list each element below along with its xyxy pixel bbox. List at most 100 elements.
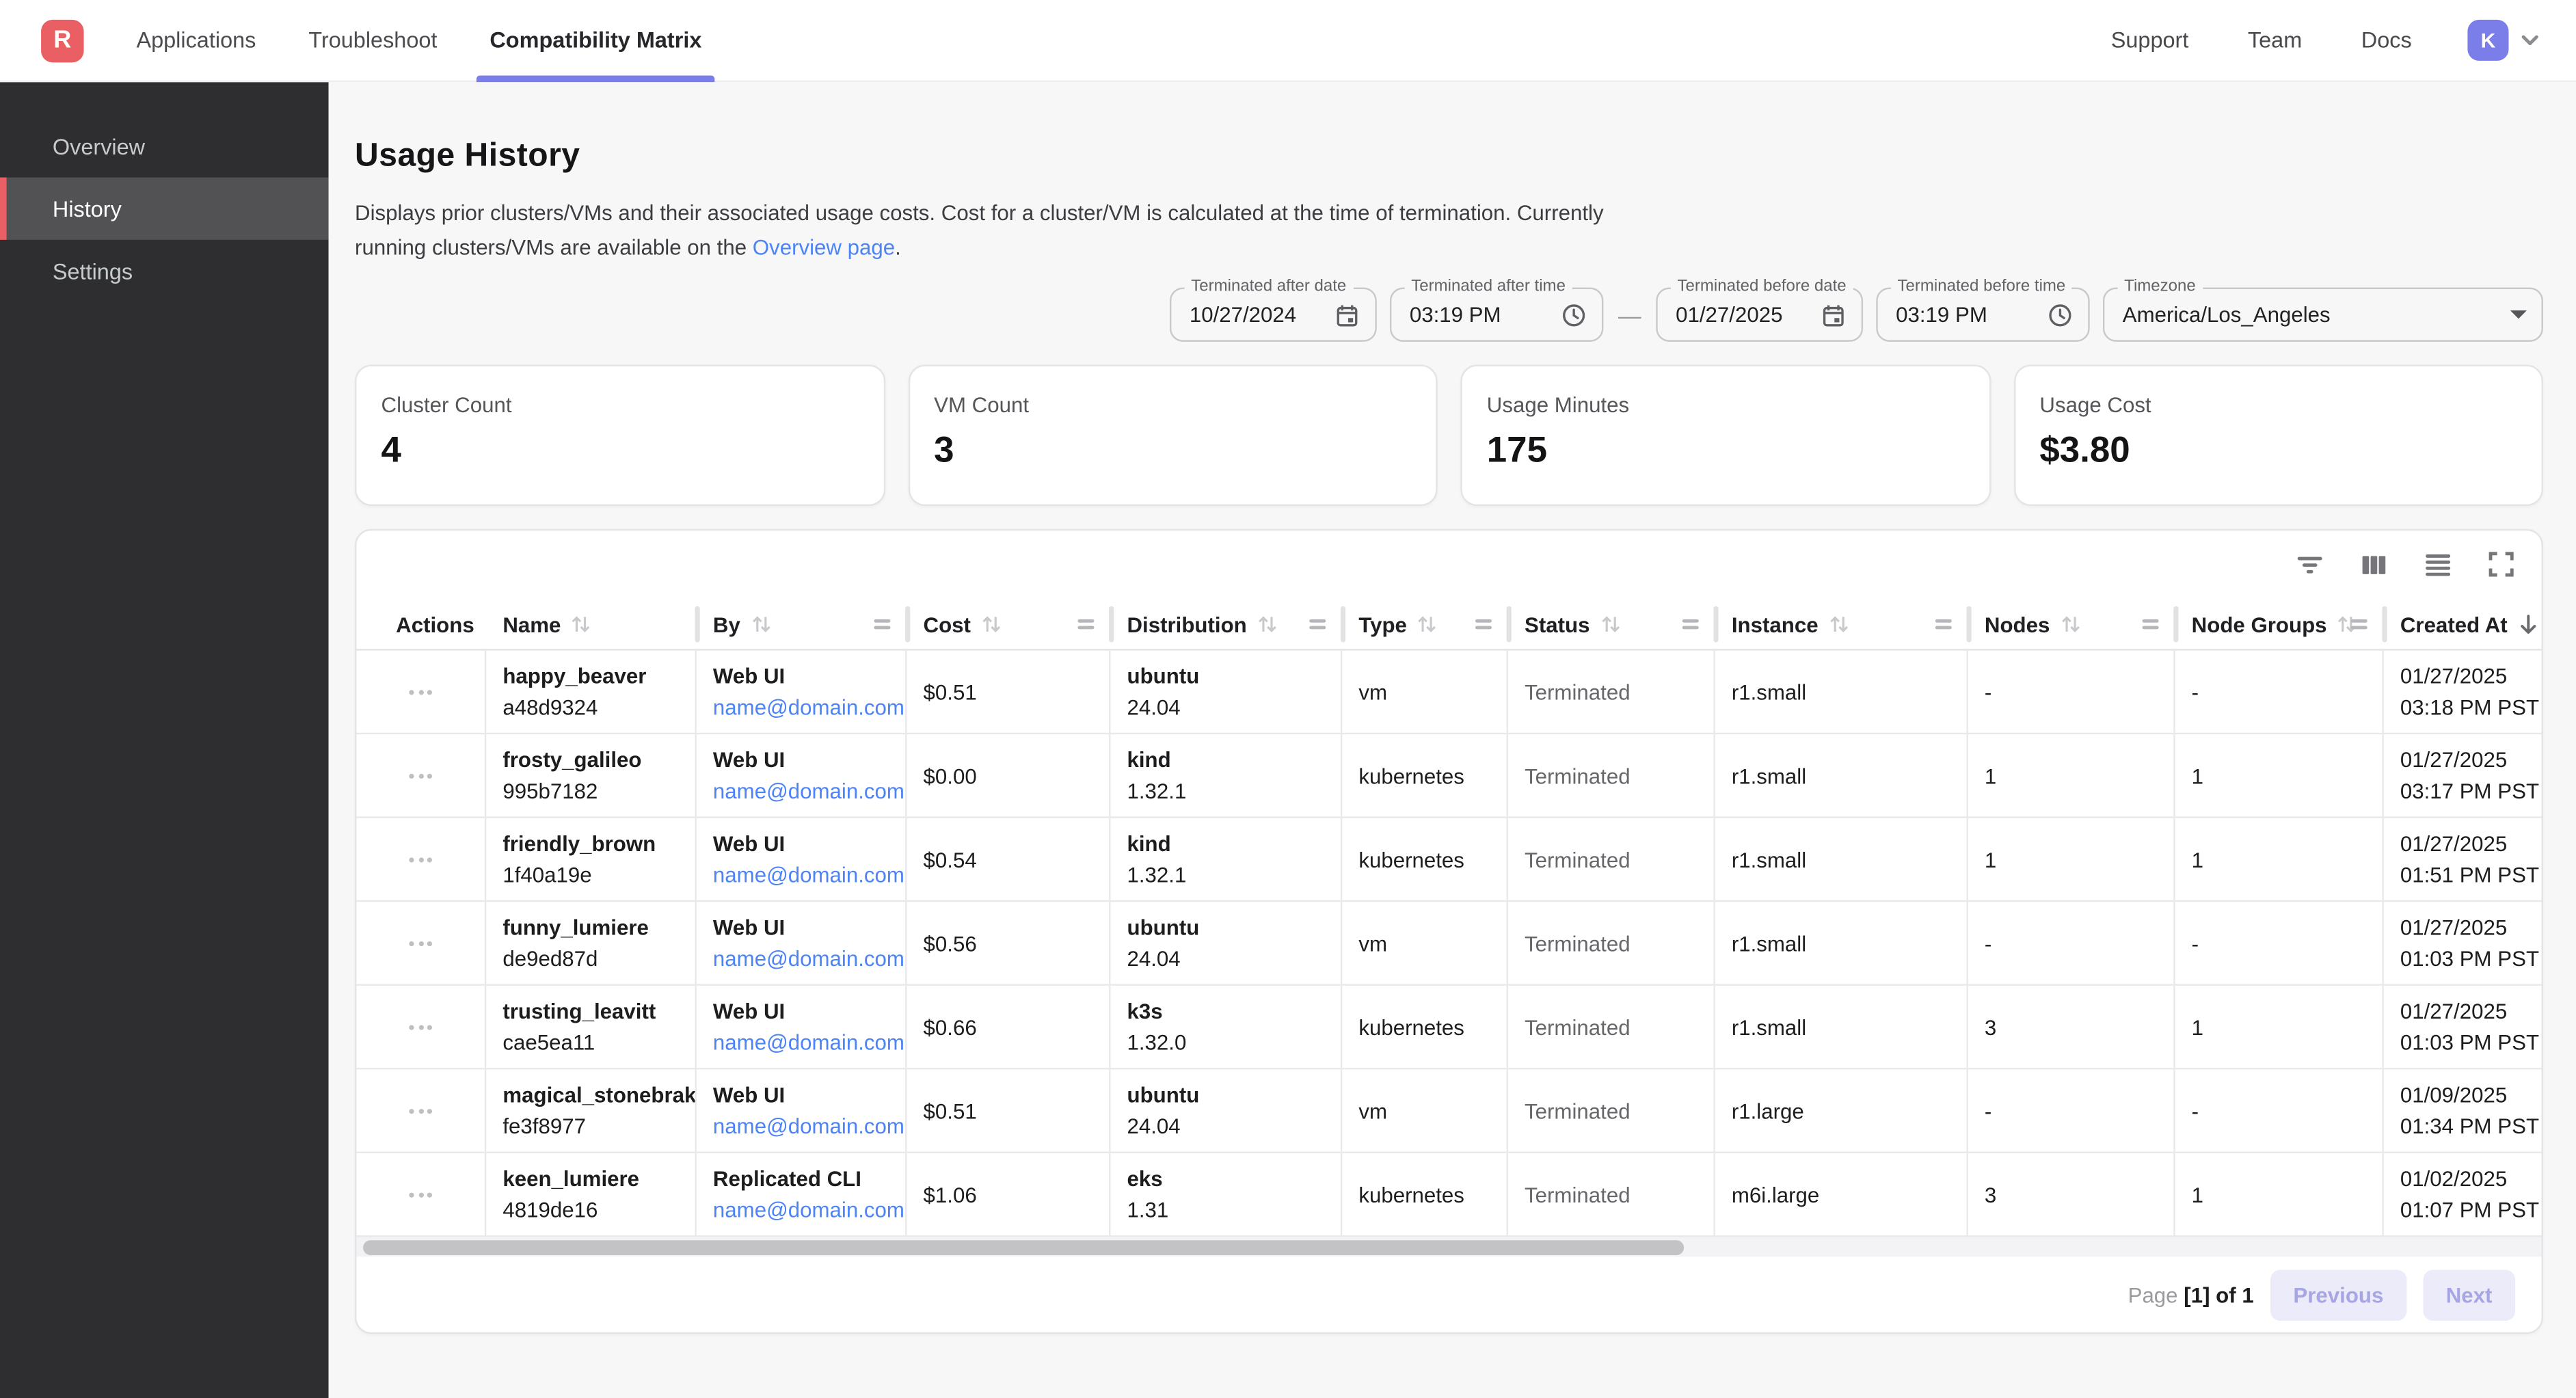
column-header-type[interactable]: Type <box>1342 599 1512 649</box>
columns-icon[interactable] <box>2359 550 2389 580</box>
filter-icon[interactable] <box>2295 550 2324 580</box>
column-header-cost[interactable]: Cost <box>907 599 1114 649</box>
created-by-email-link[interactable]: name@domain.com <box>712 1114 904 1140</box>
sort-icon[interactable] <box>2060 615 2081 634</box>
table-row[interactable]: frosty_galileo 995b7182 Web UI name@domain… <box>356 735 2542 819</box>
terminated-after-date-value[interactable]: 10/27/2024 <box>1189 302 1297 327</box>
sort-icon[interactable] <box>1828 615 1849 634</box>
column-separator[interactable] <box>2173 606 2179 643</box>
column-separator[interactable] <box>1339 606 1346 643</box>
dropdown-arrow-icon[interactable] <box>2510 310 2527 319</box>
sidebar-item-overview[interactable]: Overview <box>52 133 146 159</box>
created-by-email-link[interactable]: name@domain.com <box>712 1198 904 1223</box>
column-header-distribution[interactable]: Distribution <box>1110 599 1346 649</box>
user-avatar[interactable]: K <box>2467 19 2509 61</box>
column-header-by[interactable]: By <box>697 599 911 649</box>
previous-page-button[interactable]: Previous <box>2270 1269 2407 1321</box>
terminated-before-date-value[interactable]: 01/27/2025 <box>1676 302 1783 327</box>
column-header-node-groups[interactable]: Node Groups <box>2175 599 2387 649</box>
nav-link-team[interactable]: Team <box>2247 27 2303 53</box>
table-body: happy_beaver a48d9324 Web UI name@domain.c… <box>356 651 2542 1238</box>
column-resize-icon[interactable] <box>2350 619 2367 630</box>
column-resize-icon[interactable] <box>1935 619 1952 630</box>
table-row[interactable]: friendly_brown 1f40a19e Web UI name@domain… <box>356 818 2542 903</box>
more-actions-icon[interactable] <box>409 857 433 863</box>
terminated-after-date-input[interactable]: Terminated after date 10/27/2024 <box>1169 278 1377 342</box>
created-time: 03:17 PM PST <box>2400 779 2540 804</box>
column-resize-icon[interactable] <box>1309 619 1326 630</box>
more-actions-icon[interactable] <box>409 941 433 946</box>
sort-desc-icon[interactable] <box>2517 613 2540 636</box>
terminated-after-time-label: Terminated after time <box>1404 278 1572 296</box>
chevron-down-icon[interactable] <box>2520 33 2540 46</box>
terminated-after-time-input[interactable]: Terminated after time 03:19 PM <box>1389 278 1604 342</box>
more-actions-icon[interactable] <box>409 1025 433 1030</box>
nav-link-support[interactable]: Support <box>2110 27 2189 53</box>
terminated-after-time-value[interactable]: 03:19 PM <box>1409 302 1501 327</box>
column-resize-icon[interactable] <box>2142 619 2159 630</box>
column-separator[interactable] <box>694 606 700 643</box>
column-separator[interactable] <box>1713 606 1719 643</box>
column-separator[interactable] <box>1505 606 1512 643</box>
sort-icon[interactable] <box>571 615 592 634</box>
calendar-icon[interactable] <box>1334 301 1360 327</box>
column-header-created-at[interactable]: Created At <box>2384 599 2542 649</box>
column-resize-icon[interactable] <box>874 619 891 630</box>
column-resize-icon[interactable] <box>1077 619 1095 630</box>
terminated-before-time-input[interactable]: Terminated before time 03:19 PM <box>1876 278 2090 342</box>
terminated-before-date-input[interactable]: Terminated before date 01/27/2025 <box>1656 278 1864 342</box>
column-separator[interactable] <box>2381 606 2387 643</box>
sort-icon[interactable] <box>1600 615 1621 634</box>
created-by-email-link[interactable]: name@domain.com <box>712 779 904 804</box>
sort-icon[interactable] <box>1257 615 1278 634</box>
sort-icon[interactable] <box>750 615 771 634</box>
created-at-cell: 01/02/2025 01:07 PM PST <box>2384 1154 2542 1236</box>
tab-troubleshoot[interactable]: Troubleshoot <box>308 27 438 53</box>
horizontal-scrollbar-track[interactable] <box>356 1237 2542 1258</box>
column-header-name[interactable]: Name <box>486 599 700 649</box>
calendar-icon[interactable] <box>1821 301 1847 327</box>
tab-compatibility-matrix[interactable]: Compatibility Matrix <box>477 0 715 81</box>
overview-page-link[interactable]: Overview page <box>752 234 896 260</box>
sort-icon[interactable] <box>1417 615 1438 634</box>
by-cell: Replicated CLI name@domain.com <box>697 1153 907 1237</box>
more-actions-icon[interactable] <box>409 773 433 779</box>
column-separator[interactable] <box>1965 606 1972 643</box>
clock-icon[interactable] <box>2047 301 2073 327</box>
terminated-before-time-value[interactable]: 03:19 PM <box>1896 302 1987 327</box>
more-actions-icon[interactable] <box>409 1108 433 1114</box>
created-by-email-link[interactable]: name@domain.com <box>712 695 904 721</box>
horizontal-scrollbar-thumb[interactable] <box>363 1240 1685 1255</box>
column-header-instance[interactable]: Instance <box>1715 599 1972 649</box>
replicated-logo[interactable]: R <box>41 18 84 62</box>
column-header-nodes[interactable]: Nodes <box>1968 599 2179 649</box>
column-header-status[interactable]: Status <box>1508 599 1719 649</box>
table-row[interactable]: happy_beaver a48d9324 Web UI name@domain.c… <box>356 651 2542 736</box>
column-separator[interactable] <box>1108 606 1114 643</box>
more-actions-icon[interactable] <box>409 1192 433 1198</box>
clock-icon[interactable] <box>1561 301 1587 327</box>
density-icon[interactable] <box>2424 550 2453 580</box>
column-separator[interactable] <box>904 606 911 643</box>
created-by-email-link[interactable]: name@domain.com <box>712 947 904 972</box>
distribution-name: kind <box>1127 748 1171 773</box>
created-by-email-link[interactable]: name@domain.com <box>712 1030 904 1056</box>
column-resize-icon[interactable] <box>1682 619 1699 630</box>
table-row[interactable]: keen_lumiere 4819de16 Replicated CLI name@… <box>356 1153 2542 1238</box>
column-resize-icon[interactable] <box>1475 619 1492 630</box>
timezone-value[interactable]: America/Los_Angeles <box>2122 302 2331 327</box>
created-by-email-link[interactable]: name@domain.com <box>712 863 904 888</box>
table-row[interactable]: funny_lumiere de9ed87d Web UI name@domain.… <box>356 902 2542 986</box>
tab-applications[interactable]: Applications <box>136 27 256 53</box>
table-row[interactable]: trusting_leavitt cae5ea11 Web UI name@doma… <box>356 986 2542 1071</box>
nav-link-docs[interactable]: Docs <box>2361 27 2412 53</box>
timezone-select[interactable]: Timezone America/Los_Angeles <box>2102 278 2543 342</box>
fullscreen-icon[interactable] <box>2487 551 2515 579</box>
row-actions-cell <box>356 902 487 985</box>
sort-icon[interactable] <box>980 615 1002 634</box>
sidebar-item-settings[interactable]: Settings <box>52 258 133 284</box>
more-actions-icon[interactable] <box>409 689 433 695</box>
sidebar-item-history[interactable]: History <box>0 177 329 240</box>
next-page-button[interactable]: Next <box>2423 1269 2516 1321</box>
table-row[interactable]: magical_stonebraker fe3f8977 Web UI name@d… <box>356 1070 2542 1154</box>
